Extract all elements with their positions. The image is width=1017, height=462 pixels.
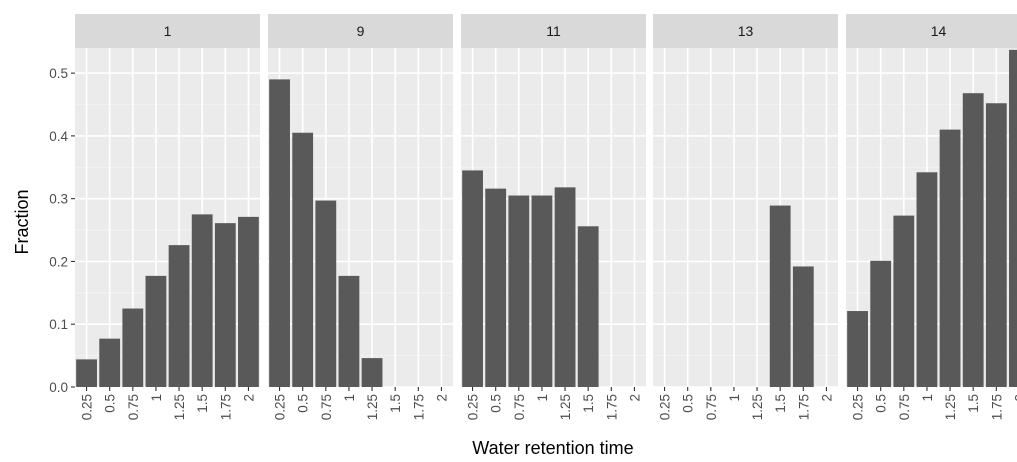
x-tick-label: 1 — [920, 394, 935, 402]
facet-panel: 1 0.25 0.5 0.75 1 1.25 1.5 1.75 2 — [75, 14, 260, 420]
facet-strip-label: 14 — [931, 23, 947, 39]
y-axis: 0.0 0.1 0.2 0.3 0.4 0.5 — [49, 66, 75, 395]
x-tick-label: 0.75 — [512, 394, 527, 420]
facet-strip — [846, 14, 1017, 48]
y-tick-label: 0.0 — [49, 380, 68, 395]
x-tick-label: 1.75 — [411, 394, 426, 420]
x-tick-label: 1.25 — [172, 394, 187, 420]
bar — [577, 226, 599, 387]
x-tick-label: 2 — [819, 394, 834, 402]
bar — [769, 205, 791, 387]
y-tick-label: 0.1 — [49, 317, 68, 332]
facet-panel: 13 0.25 0.5 0.75 1 1.25 1.5 1.75 2 — [653, 14, 838, 420]
bar — [238, 216, 259, 387]
bar — [847, 311, 868, 387]
x-tick-label: 1.25 — [943, 394, 958, 420]
x-axis-title: Water retention time — [472, 438, 633, 458]
bar — [485, 188, 507, 387]
x-tick-label: 1 — [149, 394, 164, 402]
y-axis-title: Fraction — [12, 189, 32, 254]
facet-strip-label: 9 — [357, 23, 365, 39]
bar — [792, 266, 814, 387]
bar — [1009, 49, 1017, 388]
x-tick-label: 0.5 — [489, 394, 504, 413]
x-tick-label: 1.75 — [218, 394, 233, 420]
x-tick-label: 0.75 — [897, 394, 912, 420]
x-tick-label: 0.25 — [851, 394, 866, 420]
x-tick-label: 0.25 — [658, 394, 673, 420]
facet-strip — [653, 14, 838, 48]
y-tick-label: 0.4 — [49, 129, 68, 144]
x-tick-label: 1 — [342, 394, 357, 402]
bar — [292, 132, 314, 387]
facet-panel: 14 0.25 0.5 0.75 1 1.25 1.5 1.75 2 — [846, 14, 1017, 420]
bar — [939, 129, 961, 387]
x-tick-label: 1.25 — [365, 394, 380, 420]
facet-panel: 11 0.25 0.5 0.75 1 1.25 1.5 1.75 2 — [461, 14, 646, 420]
bar — [145, 275, 167, 387]
bar — [870, 260, 892, 387]
y-tick-label: 0.5 — [49, 66, 68, 81]
x-tick-label: 1 — [535, 394, 550, 402]
x-tick-label: 1.75 — [796, 394, 811, 420]
x-tick-label: 0.25 — [466, 394, 481, 420]
bar — [315, 200, 337, 387]
bar — [508, 195, 530, 387]
facet-strip-label: 13 — [738, 23, 754, 39]
x-tick-label: 1.5 — [195, 394, 210, 413]
x-tick-label: 2 — [241, 394, 256, 402]
bar — [122, 308, 144, 387]
x-tick-label: 0.75 — [704, 394, 719, 420]
facet-strip — [461, 14, 646, 48]
y-tick-label: 0.2 — [49, 254, 68, 269]
facet-strip-label: 1 — [164, 23, 172, 39]
x-tick-label: 2 — [434, 394, 449, 402]
facet-strip — [268, 14, 453, 48]
bar — [462, 170, 483, 387]
x-tick-label: 0.5 — [681, 394, 696, 413]
x-tick-label: 1.5 — [581, 394, 596, 413]
bar — [985, 103, 1007, 387]
x-tick-label: 0.5 — [296, 394, 311, 413]
x-tick-label: 0.25 — [273, 394, 288, 420]
bar — [554, 187, 576, 387]
x-tick-label: 1.5 — [388, 394, 403, 413]
facet-panel: 9 0.25 0.5 0.75 1 1.25 1.5 1.75 2 — [268, 14, 453, 420]
x-tick-label: 1.25 — [750, 394, 765, 420]
x-tick-label: 2 — [1012, 394, 1017, 402]
bar — [99, 338, 121, 387]
bar — [269, 79, 290, 387]
bar — [361, 358, 383, 387]
x-tick-label: 1 — [727, 394, 742, 402]
bar — [76, 359, 97, 387]
x-tick-label: 0.75 — [319, 394, 334, 420]
x-tick-label: 1.75 — [989, 394, 1004, 420]
panels: 1 0.25 0.5 0.75 1 1.25 1.5 1.75 2 9 0.25 0.5 0.75 1 1.… — [75, 14, 1017, 420]
bar — [893, 215, 915, 387]
bar — [168, 245, 190, 387]
bar — [338, 275, 360, 387]
bar — [191, 214, 213, 387]
bar — [531, 195, 553, 387]
x-tick-label: 1.25 — [558, 394, 573, 420]
bar — [962, 93, 984, 387]
bar — [916, 172, 938, 387]
x-tick-label: 1.5 — [773, 394, 788, 413]
facet-strip-label: 11 — [546, 23, 561, 39]
x-tick-label: 0.5 — [874, 394, 889, 413]
x-tick-label: 2 — [627, 394, 642, 402]
bar — [214, 223, 236, 387]
x-tick-label: 1.5 — [966, 394, 981, 413]
facet-strip — [75, 14, 260, 48]
x-tick-label: 0.75 — [126, 394, 141, 420]
x-tick-label: 1.75 — [604, 394, 619, 420]
x-tick-label: 0.25 — [80, 394, 95, 420]
x-tick-label: 0.5 — [103, 394, 118, 413]
y-tick-label: 0.3 — [49, 192, 68, 207]
